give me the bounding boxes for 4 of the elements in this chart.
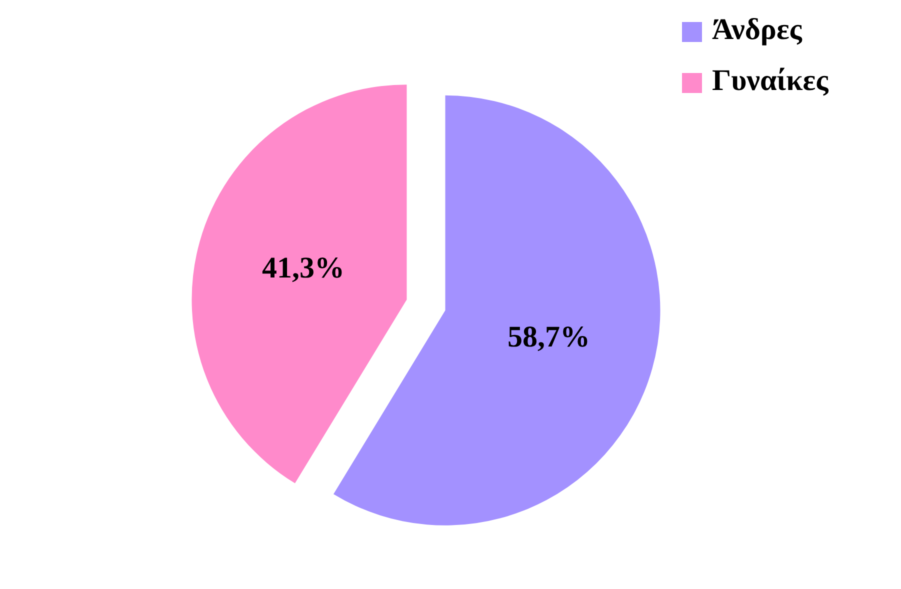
legend-label: Άνδρες [712,12,802,46]
data-label: 41,3% [262,251,344,284]
data-label: 58,7% [508,320,590,354]
legend-label: Γυναίκες [712,64,829,97]
